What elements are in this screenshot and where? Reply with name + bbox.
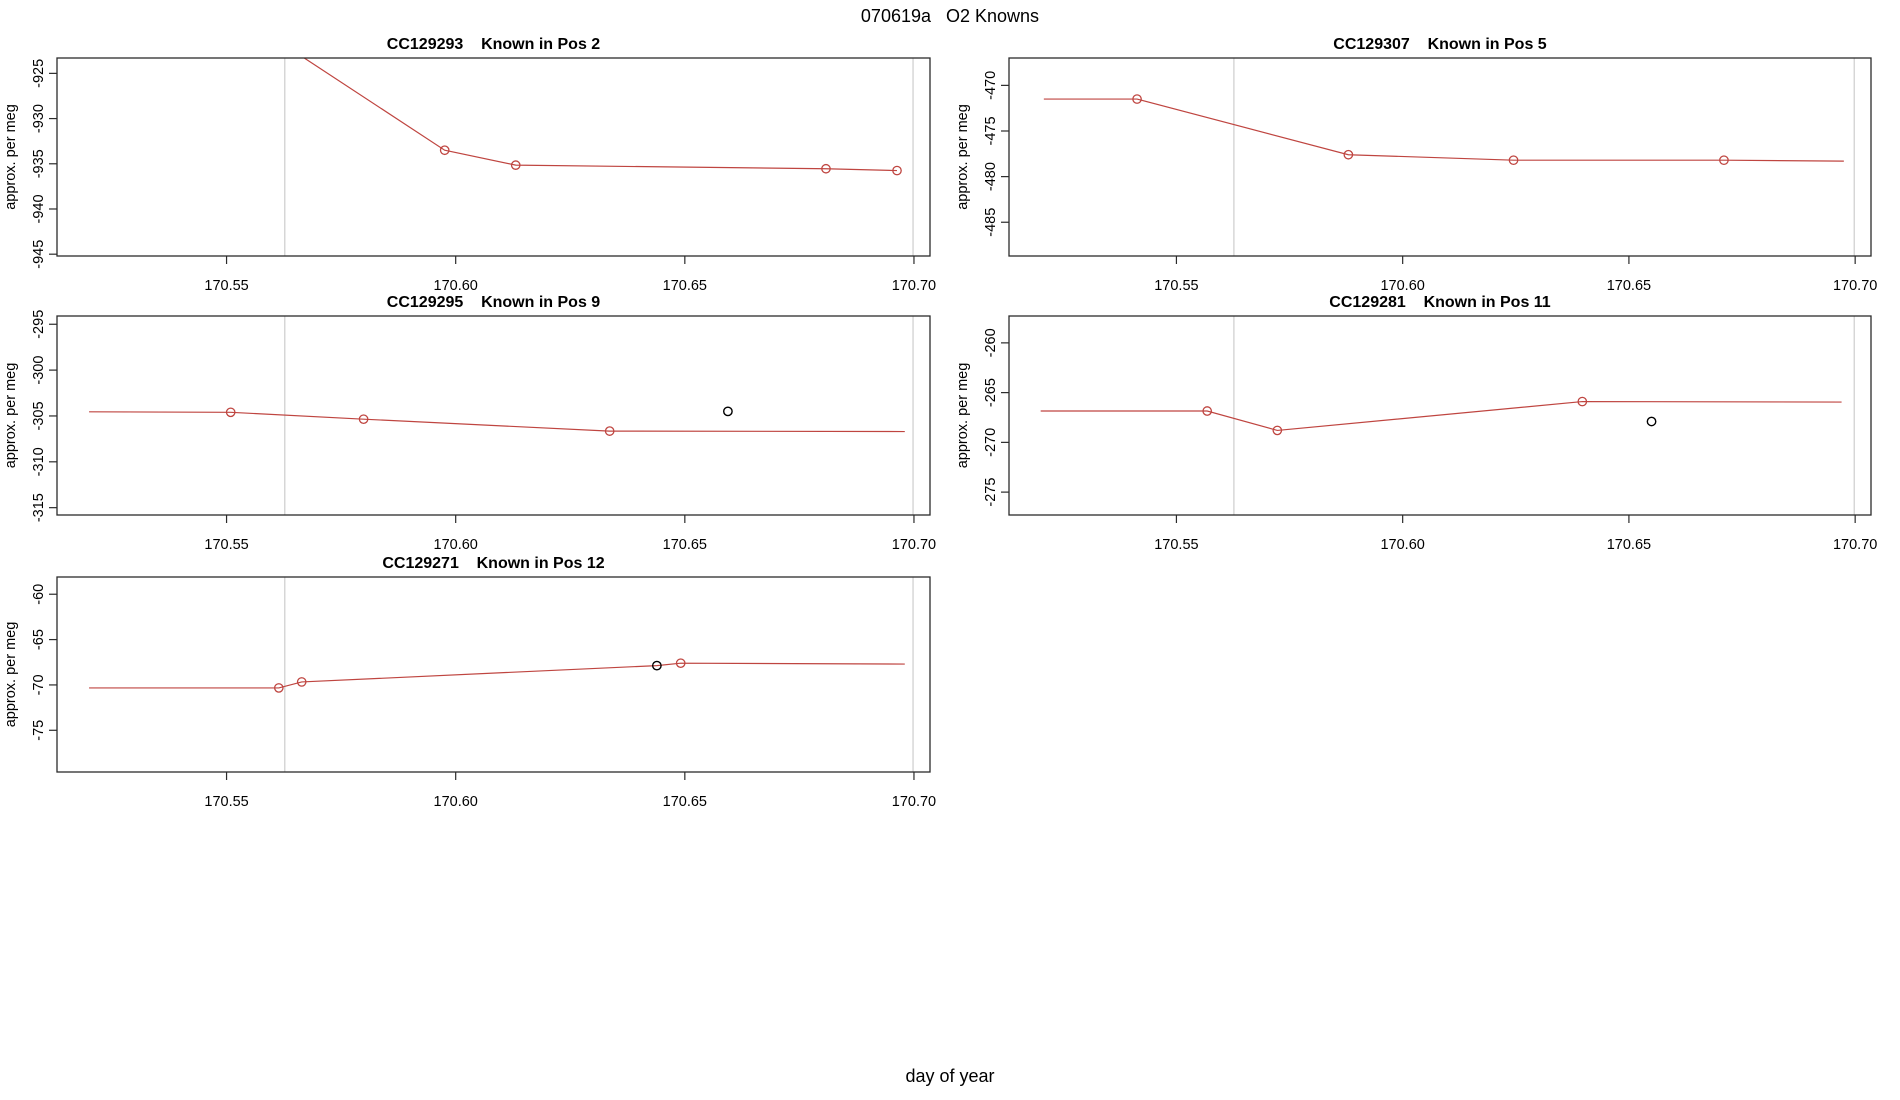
y-tick-label: -315 [31, 493, 47, 522]
outlier-point [723, 406, 733, 417]
y-tick-label: -925 [31, 59, 47, 88]
data-point [821, 163, 831, 174]
data-point [1202, 406, 1213, 416]
panel-title: CC129307 Known in Pos 5 [1333, 36, 1547, 53]
outlier-point [1646, 416, 1657, 427]
y-tick-label: -935 [31, 149, 47, 178]
figure-title: 070619a O2 Knowns [860, 6, 1040, 26]
panel-title: CC129281 Known in Pos 11 [1329, 294, 1551, 311]
series-line [1040, 400, 1842, 432]
panel-CC129271: 170.55 170.60 170.65 170.70 -60 -65 -70 -75 appr… [3, 555, 936, 810]
x-tick-label: 170.60 [1380, 537, 1424, 553]
x-tick-label: 170.55 [204, 537, 248, 553]
y-tick-label: -485 [983, 208, 999, 237]
data-point [1508, 155, 1519, 166]
series-line [303, 58, 898, 172]
y-tick-label: -60 [31, 584, 47, 605]
x-tick-label: 170.70 [892, 537, 936, 553]
x-tick-label: 170.70 [892, 278, 936, 294]
x-tick-label: 170.65 [1607, 278, 1651, 294]
y-axis-title: approx. per meg [3, 622, 19, 728]
panel-title: CC129271 Known in Pos 12 [382, 555, 604, 572]
y-tick-label: -275 [983, 478, 999, 507]
data-point [1272, 425, 1283, 436]
x-tick-label: 170.60 [1380, 278, 1424, 294]
y-axis-title: approx. per meg [3, 363, 19, 469]
data-point [1577, 396, 1588, 407]
y-tick-label: -265 [983, 378, 999, 407]
y-tick-label: -310 [31, 447, 47, 476]
y-tick-label: -65 [31, 629, 47, 650]
panel-border [1008, 315, 1872, 516]
panel-border [56, 576, 931, 773]
outlier-point [651, 660, 662, 671]
panel-title: CC129293 Known in Pos 2 [387, 36, 601, 53]
y-tick-label: -480 [983, 162, 999, 191]
y-tick-label: -945 [31, 240, 47, 269]
x-tick-label: 170.55 [204, 278, 248, 294]
y-tick-label: -300 [31, 356, 47, 385]
panel-title: CC129295 Known in Pos 9 [387, 294, 601, 311]
data-point [1719, 155, 1729, 166]
x-tick-label: 170.60 [434, 794, 478, 810]
x-tick-label: 170.65 [663, 794, 707, 810]
data-point [273, 683, 284, 693]
series-line [89, 411, 905, 433]
x-tick-label: 170.70 [1833, 537, 1877, 553]
y-tick-label: -75 [31, 720, 47, 741]
x-tick-label: 170.70 [892, 794, 936, 810]
panel-border [56, 57, 931, 257]
y-tick-label: -260 [983, 328, 999, 357]
panel-border [1008, 57, 1872, 257]
x-axis-label: day of year [905, 1066, 995, 1086]
x-tick-label: 170.55 [1154, 278, 1198, 294]
y-axis-title: approx. per meg [955, 363, 971, 469]
panel-CC129295: 170.55 170.60 170.65 170.70 -295 -300 -305 -310… [3, 294, 936, 553]
y-tick-label: -470 [983, 71, 999, 100]
data-point [892, 165, 902, 176]
y-tick-label: -475 [983, 116, 999, 145]
data-point [510, 160, 521, 170]
x-tick-label: 170.70 [1833, 278, 1877, 294]
x-tick-label: 170.55 [1154, 537, 1198, 553]
x-tick-label: 170.60 [434, 537, 478, 553]
series-line [89, 662, 905, 689]
panel-border [56, 315, 931, 516]
y-tick-label: -270 [983, 428, 999, 457]
y-axis-title: approx. per meg [955, 104, 971, 210]
y-tick-label: -930 [31, 104, 47, 133]
y-axis-title: approx. per meg [3, 104, 19, 210]
x-tick-label: 170.55 [204, 794, 248, 810]
data-point [225, 407, 236, 418]
data-point [604, 426, 615, 436]
data-point [1132, 94, 1142, 104]
x-tick-label: 170.60 [434, 278, 478, 294]
y-tick-label: -940 [31, 194, 47, 223]
panel-CC129293: 170.55 170.60 170.65 170.70 -925 -930 -935 -940… [3, 36, 936, 294]
panel-CC129307: 170.55 170.60 170.65 170.70 -470 -475 -480 -485… [955, 36, 1877, 294]
data-point [1343, 149, 1354, 160]
series-line [1043, 98, 1844, 162]
x-tick-label: 170.65 [663, 537, 707, 553]
x-tick-label: 170.65 [1607, 537, 1651, 553]
panel-CC129281: 170.55 170.60 170.65 170.70 -260 -265 -270 -275… [955, 294, 1877, 553]
data-point [439, 145, 450, 156]
data-point [358, 414, 369, 425]
y-tick-label: -295 [31, 310, 47, 339]
y-tick-label: -305 [31, 401, 47, 430]
data-point [296, 677, 307, 687]
x-tick-label: 170.65 [663, 278, 707, 294]
y-tick-label: -70 [31, 674, 47, 695]
data-point [675, 658, 686, 669]
